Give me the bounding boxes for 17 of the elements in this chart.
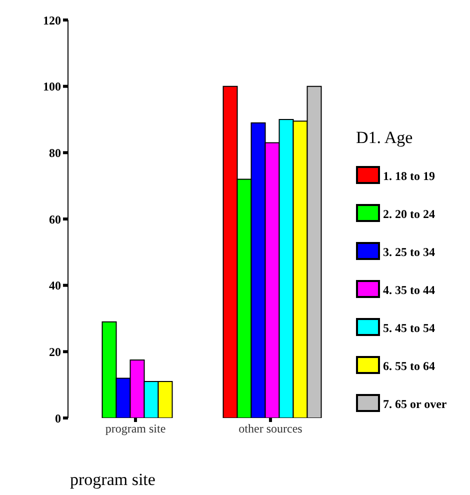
y-tick-label: 60: [49, 212, 61, 226]
legend-label: 4. 35 to 44: [383, 283, 435, 298]
legend-label: 7. 65 or over: [383, 397, 447, 412]
y-tick-label: 80: [49, 146, 61, 160]
y-tick-label: 0: [55, 411, 61, 426]
x-axis-title: program site: [70, 470, 156, 490]
legend-label: 3. 25 to 34: [383, 245, 435, 260]
legend-title: D1. Age: [356, 128, 414, 148]
legend-label: 5. 45 to 54: [383, 321, 435, 336]
y-tick-label: 40: [49, 278, 61, 293]
y-tick-label: 20: [49, 344, 61, 359]
legend-label: 1. 18 to 19: [383, 169, 435, 184]
x-tick-label: other sources: [238, 422, 303, 436]
y-tick-label: 120: [43, 13, 61, 28]
legend-label: 2. 20 to 24: [383, 207, 435, 222]
legend-label: 6. 55 to 64: [383, 359, 435, 374]
y-tick-label: 100: [43, 80, 61, 94]
